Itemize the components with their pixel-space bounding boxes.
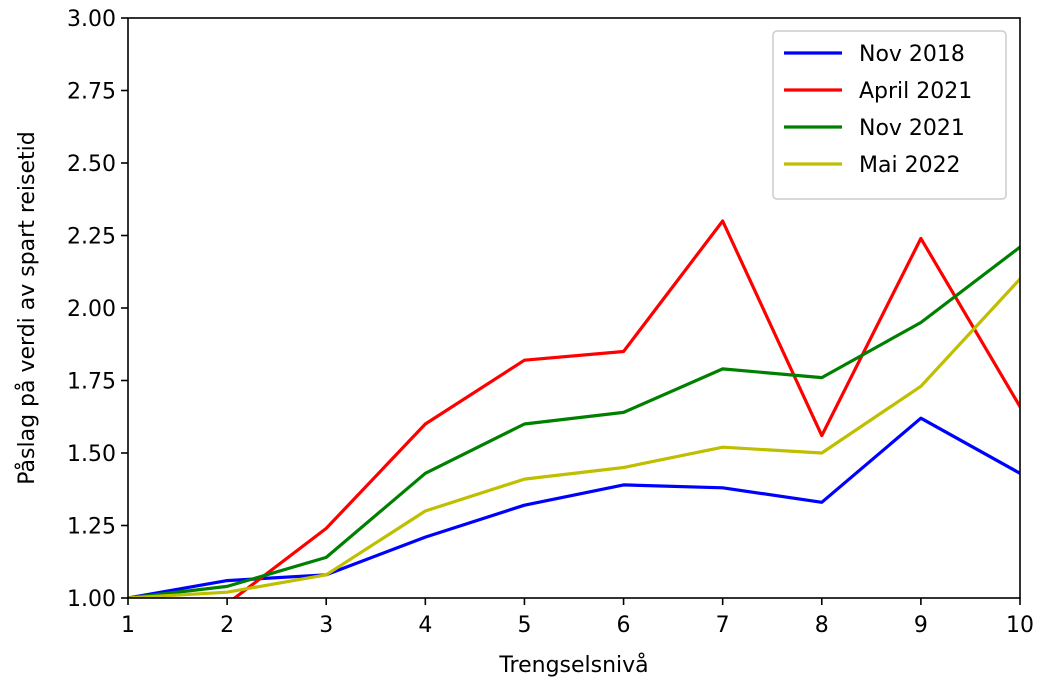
legend-label-2: April 2021 (859, 79, 972, 104)
y-tick-label: 3.00 (67, 7, 116, 32)
y-tick-label: 1.00 (67, 587, 116, 612)
legend: Nov 2018 April 2021 Nov 2021 Mai 2022 (772, 30, 1007, 200)
legend-label-1: Nov 2018 (859, 42, 965, 67)
x-axis-label: Trengselsnivå (498, 652, 648, 678)
series-line-2 (128, 219, 1020, 598)
series-lines (128, 219, 1020, 598)
y-tick-label: 2.75 (67, 80, 116, 105)
x-tick-label: 5 (517, 613, 531, 638)
y-tick-label: 1.25 (67, 515, 116, 540)
series-line-4 (128, 276, 1020, 598)
x-tick-label: 4 (418, 613, 432, 638)
y-axis-label: Påslag på verdi av spart reisetid (14, 131, 40, 484)
x-tick-label: 7 (716, 613, 730, 638)
legend-label-4: Mai 2022 (859, 153, 961, 178)
x-tick-label: 3 (319, 613, 333, 638)
series-line-3 (128, 245, 1020, 598)
y-tick-label: 1.75 (67, 370, 116, 395)
series-line-1 (128, 416, 1020, 598)
x-tick-label: 10 (1006, 613, 1034, 638)
legend-label-3: Nov 2021 (859, 116, 965, 141)
legend-box (772, 30, 1007, 200)
x-tick-label: 2 (220, 613, 234, 638)
x-tick-label: 9 (914, 613, 928, 638)
axis-ticks: 1 2 3 4 5 6 7 8 9 10 1.00 1.25 1.50 1.75 2.00 2.25 2.50 2… (67, 7, 1034, 638)
y-tick-label: 1.50 (67, 442, 116, 467)
x-tick-label: 1 (121, 613, 135, 638)
y-tick-label: 2.25 (67, 225, 116, 250)
y-tick-label: 2.50 (67, 152, 116, 177)
x-tick-label: 8 (815, 613, 829, 638)
y-tick-label: 2.00 (67, 297, 116, 322)
x-tick-label: 6 (617, 613, 631, 638)
